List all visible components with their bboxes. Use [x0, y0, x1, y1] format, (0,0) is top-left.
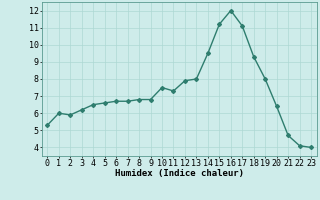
X-axis label: Humidex (Indice chaleur): Humidex (Indice chaleur)	[115, 169, 244, 178]
